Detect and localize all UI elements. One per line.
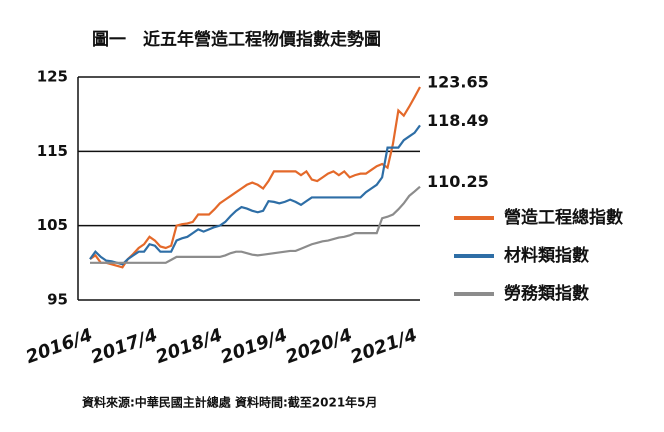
- series-line: [89, 124, 421, 266]
- x-tick-label: 2017/4: [88, 325, 160, 368]
- data-label: 123.65: [427, 73, 489, 92]
- x-tick-label: 2021/4: [348, 325, 420, 368]
- x-tick-label: 2020/4: [283, 325, 355, 368]
- legend-label: 材料類指數: [504, 245, 589, 266]
- data-label: 118.49: [427, 111, 489, 130]
- y-tick-label: 125: [37, 68, 68, 86]
- series-line: [89, 86, 421, 269]
- data-label: 110.25: [427, 172, 489, 191]
- x-tick-label: 2018/4: [153, 325, 225, 368]
- y-tick-label: 105: [37, 216, 68, 234]
- legend-label: 勞務類指數: [504, 283, 589, 304]
- x-tick-label: 2016/4: [23, 325, 95, 368]
- y-tick-label: 115: [37, 142, 68, 160]
- y-tick-label: 95: [47, 291, 68, 309]
- legend-label: 營造工程總指數: [504, 207, 623, 228]
- series-line: [90, 185, 421, 264]
- source-note: 資料來源:中華民國主計總處 資料時間:截至2021年5月: [82, 395, 378, 410]
- x-tick-label: 2019/4: [218, 325, 290, 368]
- chart-title: 圖一 近五年營造工程物價指數走勢圖: [92, 29, 381, 50]
